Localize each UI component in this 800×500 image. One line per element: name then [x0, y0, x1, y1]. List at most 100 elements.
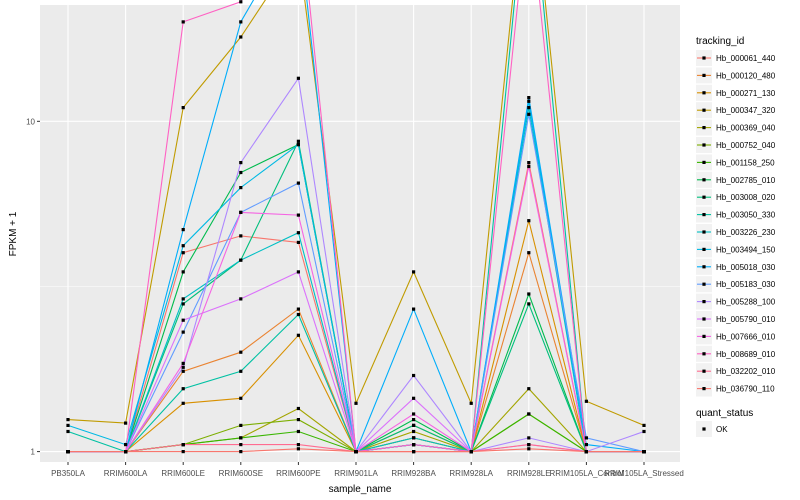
- data-point: [296, 240, 300, 244]
- legend-label: Hb_000347_320: [716, 106, 776, 115]
- data-point: [181, 387, 185, 391]
- data-point: [181, 106, 185, 110]
- data-point: [584, 450, 588, 454]
- data-point: [296, 406, 300, 411]
- legend-label: Hb_003494_150: [716, 245, 776, 254]
- data-point: [527, 99, 531, 103]
- legend-key-point: [702, 265, 706, 269]
- data-point: [412, 450, 416, 454]
- data-point: [181, 302, 185, 306]
- legend-key-point: [702, 126, 706, 130]
- legend-key-point: [702, 387, 706, 391]
- data-point: [124, 450, 128, 454]
- legend-label: Hb_001158_250: [716, 158, 775, 167]
- data-point: [296, 270, 300, 274]
- data-point: [527, 112, 531, 116]
- data-point: [354, 401, 358, 405]
- legend-label: Hb_008689_010: [716, 350, 776, 359]
- data-point: [469, 450, 473, 454]
- shape-legend-point: [702, 427, 706, 431]
- axis-ticks: [37, 120, 645, 465]
- x-tick-label: RRIM600LE: [161, 469, 205, 478]
- legend-label: Hb_005183_030: [716, 280, 776, 289]
- x-tick-label: RRIM901LA: [334, 469, 378, 478]
- y-axis-title: FPKM + 1: [8, 211, 19, 256]
- data-point: [527, 96, 531, 100]
- legend-key-point: [702, 108, 706, 112]
- data-point: [239, 170, 243, 175]
- data-point: [584, 399, 588, 403]
- legend-key-point: [702, 91, 706, 95]
- x-axis-title: sample_name: [329, 484, 392, 495]
- legend-label: Hb_036790_110: [716, 385, 775, 394]
- data-point: [239, 20, 243, 24]
- data-point: [527, 443, 531, 447]
- y-tick-labels: 1 10: [26, 117, 35, 456]
- data-point: [66, 418, 70, 422]
- legend-key-point: [702, 282, 706, 286]
- data-point: [296, 447, 300, 451]
- data-point: [412, 307, 416, 311]
- x-tick-label: RRIM928LE: [507, 469, 551, 478]
- data-point: [181, 228, 185, 232]
- legend-label: Hb_005018_030: [716, 263, 776, 272]
- x-tick-label: RRIM600PE: [276, 469, 320, 478]
- shape-legend-items: OK: [696, 421, 728, 437]
- data-point: [527, 387, 531, 391]
- data-point: [412, 429, 416, 434]
- data-point: [412, 396, 416, 400]
- data-point: [642, 450, 646, 454]
- data-point: [412, 373, 416, 378]
- data-point: [239, 258, 243, 262]
- data-point: [181, 20, 185, 24]
- data-point: [239, 210, 243, 214]
- data-point: [296, 231, 300, 235]
- data-point: [239, 396, 243, 400]
- x-tick-label: RRIM105LA_Control: [549, 469, 623, 478]
- color-legend: tracking_id Hb_000061_440 Hb_000120_480 Hb…: [696, 36, 776, 397]
- legend-label: Hb_003008_020: [716, 193, 776, 202]
- legend-label: Hb_003050_330: [716, 211, 776, 220]
- data-point: [296, 333, 300, 337]
- legend-key-point: [702, 230, 706, 234]
- legend-items: Hb_000061_440 Hb_000120_480 Hb_000271_130 H…: [696, 50, 776, 397]
- data-point: [412, 412, 416, 416]
- data-point: [181, 365, 185, 369]
- data-point: [527, 447, 531, 451]
- x-tick-label: PB350LA: [51, 469, 85, 478]
- x-tick-label: RRIM600LA: [104, 469, 148, 478]
- data-point: [239, 443, 243, 447]
- legend-label: Hb_000061_440: [716, 54, 776, 63]
- data-point: [412, 436, 416, 440]
- data-point: [239, 436, 243, 440]
- legend-label: Hb_032202_010: [716, 367, 776, 376]
- data-point: [239, 234, 243, 238]
- data-point: [181, 369, 185, 373]
- data-point: [412, 443, 416, 447]
- legend-label: Hb_005790_010: [716, 315, 776, 324]
- data-point: [181, 297, 185, 301]
- x-tick-label: RRIM928LA: [449, 469, 493, 478]
- data-point: [181, 401, 185, 405]
- legend-label: Hb_003226_230: [716, 228, 776, 237]
- data-point: [527, 436, 531, 440]
- data-point: [469, 401, 473, 405]
- data-point: [296, 429, 300, 434]
- data-point: [527, 106, 531, 110]
- data-point: [296, 312, 300, 317]
- legend-key-point: [702, 352, 706, 356]
- legend-title: tracking_id: [696, 36, 744, 47]
- data-point: [239, 350, 243, 354]
- data-point: [527, 302, 531, 306]
- data-point: [181, 443, 185, 447]
- legend-label: Hb_000120_480: [716, 71, 776, 80]
- legend-key-point: [702, 160, 706, 164]
- shape-legend: quant_status OK: [696, 408, 753, 437]
- legend-key-point: [702, 178, 706, 182]
- data-point: [584, 436, 588, 440]
- shape-legend-label: OK: [716, 425, 728, 434]
- legend-label: Hb_000752_040: [716, 141, 776, 150]
- legend-key-point: [702, 56, 706, 60]
- legend-label: Hb_005288_100: [716, 298, 776, 307]
- data-point: [66, 429, 70, 434]
